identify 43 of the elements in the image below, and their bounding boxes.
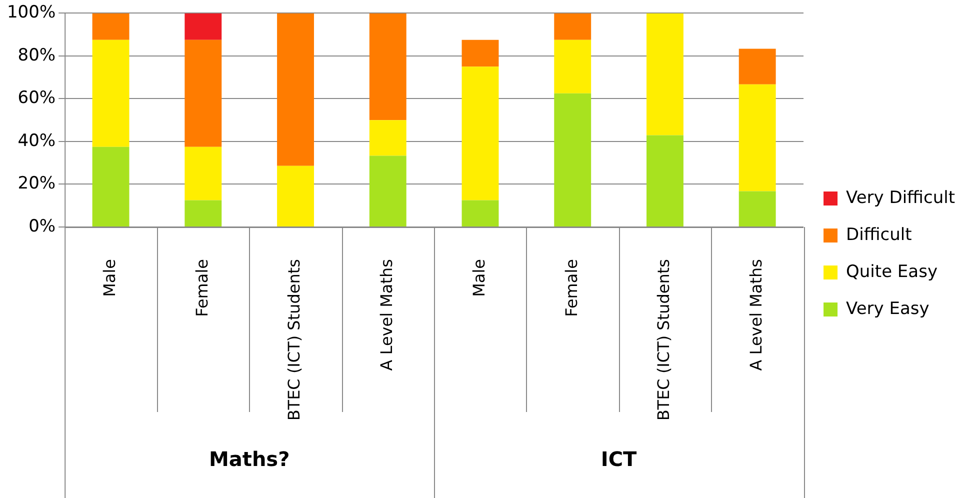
bar (646, 135, 684, 226)
bar (92, 146, 130, 226)
text: Maths? (208, 447, 290, 472)
bar (554, 93, 592, 226)
y-tick-label: 80% (18, 45, 56, 66)
legend-label: Very Difficult (846, 188, 956, 208)
bar (92, 13, 130, 40)
bar (738, 191, 776, 226)
bar (738, 84, 776, 192)
bar (277, 166, 314, 226)
y-tick-label: 100% (6, 2, 56, 23)
x-tick-label: A Level Maths (746, 259, 766, 371)
bar (738, 48, 776, 84)
y-tick-label: 40% (18, 130, 56, 151)
bar (369, 156, 406, 226)
x-tick-label: BTEC (ICT) Students (284, 259, 304, 421)
x-tick-label: BTEC (ICT) Students (654, 259, 674, 421)
bar (184, 200, 222, 226)
x-tick-label: Female (192, 259, 212, 317)
x-tick-label: Male (469, 259, 488, 297)
y-tick-label: 60% (18, 88, 56, 108)
legend-label: Difficult (846, 224, 912, 245)
bar (369, 120, 406, 156)
bar (369, 13, 406, 120)
bar (462, 200, 499, 226)
bar (184, 13, 222, 40)
bar (184, 40, 222, 147)
legend-label: Very Easy (846, 298, 930, 319)
legend-label: Quite Easy (846, 262, 938, 282)
x-tick-label: A Level Maths (377, 259, 396, 371)
text: ICT (600, 447, 638, 472)
bar (92, 40, 130, 147)
bar (554, 13, 592, 40)
bar (462, 66, 499, 200)
x-tick-label: Female (562, 259, 581, 317)
bar (184, 146, 222, 200)
bar (554, 40, 592, 94)
bar (277, 13, 314, 166)
y-tick-label: 0% (28, 216, 56, 236)
bar (646, 13, 684, 136)
y-tick-label: 20% (18, 174, 56, 194)
x-tick-label: Male (100, 259, 119, 297)
bar (462, 40, 499, 67)
